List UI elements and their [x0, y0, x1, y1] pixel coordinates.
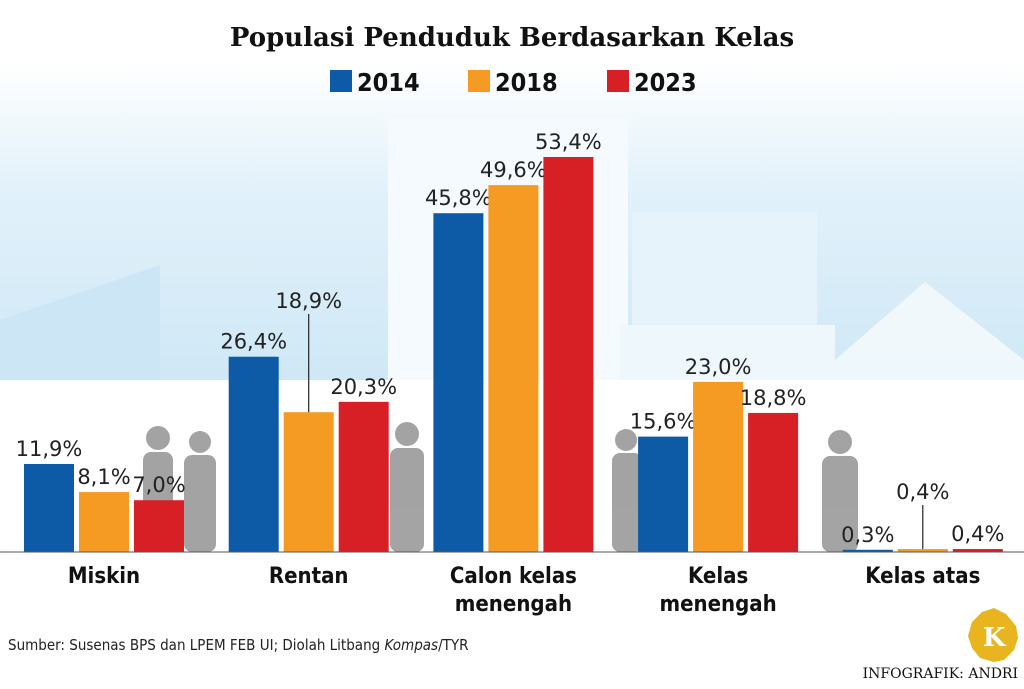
value-label: 8,1%	[77, 465, 130, 489]
category-label: Rentan	[269, 564, 349, 589]
value-label: 23,0%	[685, 355, 752, 379]
category-label: Kelas menengah	[659, 564, 776, 617]
value-label: 7,0%	[132, 473, 185, 497]
chart-title: Populasi Penduduk Berdasarkan Kelas	[230, 23, 794, 53]
bar	[638, 436, 689, 552]
legend-label: 2023	[634, 68, 697, 97]
bar	[693, 381, 744, 552]
bar	[134, 500, 184, 552]
value-label: 26,4%	[220, 330, 287, 354]
credit: INFOGRAFIK: ANDRI	[863, 666, 1018, 682]
source-text: /TYR	[438, 636, 468, 654]
bar	[433, 213, 484, 552]
bar	[897, 549, 948, 552]
bar	[338, 401, 389, 552]
legend-swatch	[330, 70, 352, 92]
category-line: Miskin	[68, 564, 140, 589]
category-label: Kelas atas	[865, 564, 980, 589]
logo: K	[983, 623, 1007, 653]
category-line: menengah	[659, 592, 776, 617]
value-label: 0,3%	[841, 523, 894, 547]
legend-swatch	[468, 70, 490, 92]
category-line: Rentan	[269, 564, 349, 589]
category-line: Kelas	[688, 564, 748, 589]
category-line: Kelas atas	[865, 564, 980, 589]
bar	[543, 157, 594, 552]
value-label: 0,4%	[951, 522, 1004, 546]
bar	[228, 356, 279, 552]
category-label: Miskin	[68, 564, 140, 589]
bar	[748, 412, 799, 552]
value-label: 0,4%	[896, 480, 949, 504]
category-line: menengah	[455, 592, 572, 617]
legend-swatch	[607, 70, 629, 92]
value-label: 18,9%	[275, 289, 342, 313]
bar	[842, 549, 893, 552]
value-label: 15,6%	[630, 410, 697, 434]
value-label: 53,4%	[535, 130, 602, 154]
category-line: Calon kelas	[450, 564, 577, 589]
bar	[283, 412, 334, 552]
source-text: Sumber: Susenas BPS dan LPEM FEB UI; Dio…	[8, 636, 384, 654]
bar	[79, 492, 129, 552]
source-note: Sumber: Susenas BPS dan LPEM FEB UI; Dio…	[8, 636, 468, 654]
bar	[488, 185, 539, 552]
value-label: 11,9%	[16, 437, 83, 461]
logo-badge	[968, 608, 1018, 662]
value-label: 18,8%	[740, 386, 807, 410]
source-text: Kompas	[384, 636, 438, 654]
value-label: 20,3%	[330, 375, 397, 399]
value-label: 45,8%	[425, 186, 492, 210]
bar	[24, 463, 74, 552]
value-label: 49,6%	[480, 158, 547, 182]
bar	[952, 549, 1003, 552]
legend-label: 2014	[357, 68, 420, 97]
category-label: Calon kelas menengah	[450, 564, 577, 617]
legend-label: 2018	[495, 68, 558, 97]
